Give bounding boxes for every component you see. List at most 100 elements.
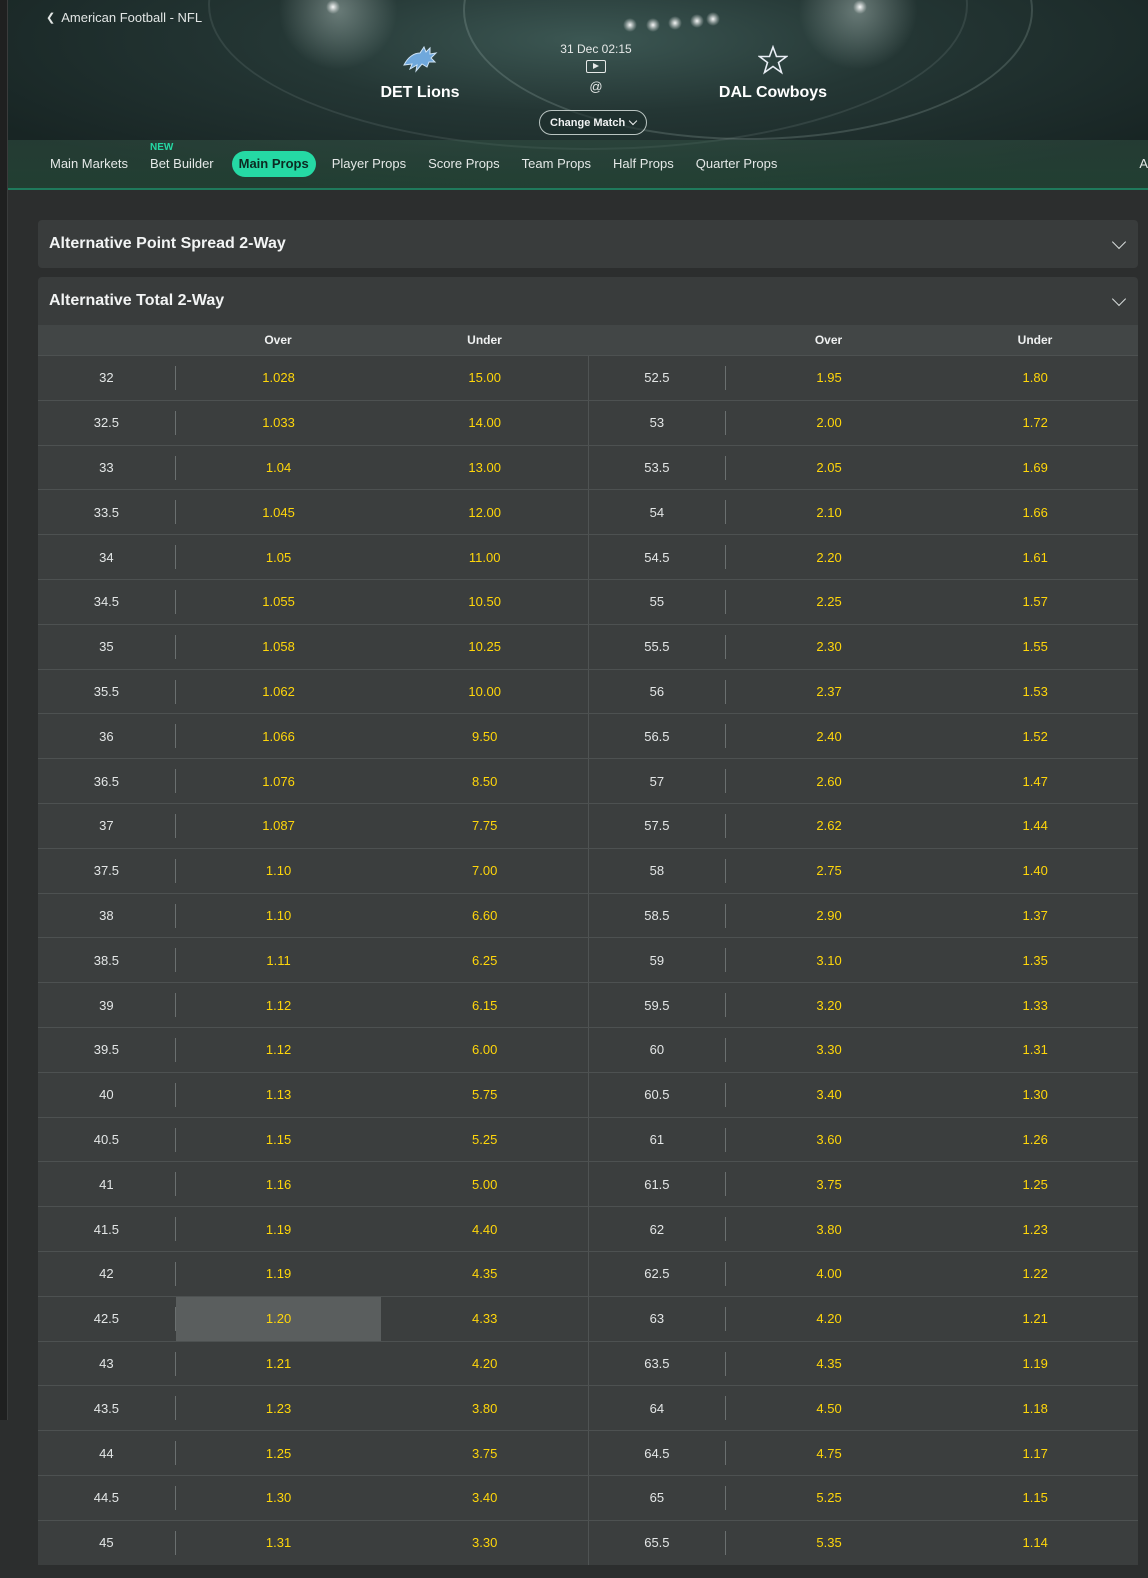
- over-odds[interactable]: 2.90: [816, 907, 842, 923]
- under-odds[interactable]: 4.35: [472, 1266, 498, 1282]
- under-odds[interactable]: 1.61: [1022, 549, 1048, 565]
- over-odds[interactable]: 1.10: [265, 907, 292, 923]
- under-odds[interactable]: 14.00: [468, 415, 501, 431]
- over-odds[interactable]: 1.033: [262, 415, 295, 431]
- change-match-button[interactable]: Change Match: [539, 110, 648, 135]
- under-odds[interactable]: 6.60: [472, 907, 498, 923]
- over-odds[interactable]: 1.066: [262, 728, 295, 744]
- under-odds[interactable]: 1.53: [1022, 683, 1048, 699]
- over-odds[interactable]: 1.30: [265, 1490, 292, 1506]
- tab-main-markets[interactable]: Main Markets: [40, 151, 138, 177]
- over-odds[interactable]: 5.25: [816, 1490, 842, 1506]
- tab-player-props[interactable]: Player Props: [322, 151, 416, 177]
- over-odds[interactable]: 1.20: [175, 1296, 382, 1341]
- over-odds[interactable]: 1.15: [265, 1131, 292, 1147]
- over-odds[interactable]: 1.95: [816, 370, 842, 386]
- breadcrumb[interactable]: ❮ American Football - NFL: [46, 10, 202, 25]
- under-odds[interactable]: 1.35: [1022, 952, 1048, 968]
- over-odds[interactable]: 1.12: [265, 1042, 292, 1058]
- under-odds[interactable]: 1.52: [1022, 728, 1048, 744]
- over-odds[interactable]: 2.60: [816, 773, 842, 789]
- over-odds[interactable]: 2.62: [816, 818, 842, 834]
- over-odds[interactable]: 2.05: [816, 459, 842, 475]
- over-odds[interactable]: 3.80: [816, 1221, 842, 1237]
- over-odds[interactable]: 2.25: [816, 594, 842, 610]
- tab-quarter-props[interactable]: Quarter Props: [686, 151, 788, 177]
- under-odds[interactable]: 1.23: [1022, 1221, 1048, 1237]
- under-odds[interactable]: 1.69: [1022, 459, 1048, 475]
- tab-bet-builder[interactable]: NEW Bet Builder: [140, 143, 224, 177]
- under-odds[interactable]: 12.00: [468, 504, 501, 520]
- under-odds[interactable]: 1.25: [1022, 1176, 1048, 1192]
- over-odds[interactable]: 1.19: [265, 1266, 292, 1282]
- over-odds[interactable]: 3.60: [816, 1131, 842, 1147]
- over-odds[interactable]: 4.20: [816, 1311, 842, 1327]
- under-odds[interactable]: 9.50: [472, 728, 498, 744]
- over-odds[interactable]: 2.37: [816, 683, 842, 699]
- under-odds[interactable]: 3.75: [472, 1445, 498, 1461]
- under-odds[interactable]: 5.75: [472, 1087, 498, 1103]
- under-odds[interactable]: 1.37: [1022, 907, 1048, 923]
- under-odds[interactable]: 11.00: [468, 549, 501, 565]
- under-odds[interactable]: 1.57: [1022, 594, 1048, 610]
- over-odds[interactable]: 1.04: [265, 459, 292, 475]
- under-odds[interactable]: 15.00: [468, 370, 501, 386]
- under-odds[interactable]: 6.15: [472, 997, 498, 1013]
- over-odds[interactable]: 4.75: [816, 1445, 842, 1461]
- under-odds[interactable]: 4.40: [472, 1221, 498, 1237]
- over-odds[interactable]: 3.75: [816, 1176, 842, 1192]
- over-odds[interactable]: 1.087: [262, 818, 295, 834]
- under-odds[interactable]: 4.33: [472, 1311, 498, 1327]
- over-odds[interactable]: 1.045: [262, 504, 295, 520]
- under-odds[interactable]: 1.22: [1022, 1266, 1048, 1282]
- alt-total-header[interactable]: Alternative Total 2-Way: [38, 277, 1138, 325]
- under-odds[interactable]: 5.25: [472, 1131, 498, 1147]
- over-odds[interactable]: 2.75: [816, 863, 842, 879]
- over-odds[interactable]: 3.20: [816, 997, 842, 1013]
- under-odds[interactable]: 1.17: [1022, 1445, 1048, 1461]
- over-odds[interactable]: 3.10: [816, 952, 842, 968]
- tab-team-props[interactable]: Team Props: [512, 151, 601, 177]
- under-odds[interactable]: 1.21: [1022, 1311, 1048, 1327]
- under-odds[interactable]: 1.44: [1022, 818, 1048, 834]
- over-odds[interactable]: 4.35: [816, 1355, 842, 1371]
- over-odds[interactable]: 1.076: [262, 773, 295, 789]
- under-odds[interactable]: 1.18: [1022, 1400, 1048, 1416]
- under-odds[interactable]: 4.20: [472, 1355, 498, 1371]
- under-odds[interactable]: 1.66: [1022, 504, 1048, 520]
- under-odds[interactable]: 10.25: [468, 639, 501, 655]
- over-odds[interactable]: 1.062: [262, 683, 295, 699]
- under-odds[interactable]: 1.55: [1022, 639, 1048, 655]
- over-odds[interactable]: 1.11: [266, 952, 291, 968]
- under-odds[interactable]: 10.00: [468, 683, 501, 699]
- over-odds[interactable]: 1.21: [265, 1355, 292, 1371]
- over-odds[interactable]: 2.00: [816, 415, 842, 431]
- under-odds[interactable]: 13.00: [468, 459, 501, 475]
- over-odds[interactable]: 1.19: [265, 1221, 292, 1237]
- under-odds[interactable]: 1.40: [1022, 863, 1048, 879]
- under-odds[interactable]: 1.72: [1022, 415, 1048, 431]
- over-odds[interactable]: 1.058: [262, 639, 295, 655]
- over-odds[interactable]: 5.35: [816, 1535, 842, 1551]
- under-odds[interactable]: 1.31: [1022, 1042, 1048, 1058]
- under-odds[interactable]: 1.15: [1022, 1490, 1048, 1506]
- under-odds[interactable]: 6.00: [472, 1042, 498, 1058]
- under-odds[interactable]: 1.30: [1022, 1087, 1048, 1103]
- under-odds[interactable]: 3.30: [472, 1535, 498, 1551]
- tab-half-props[interactable]: Half Props: [603, 151, 684, 177]
- tab-main-props[interactable]: Main Props: [231, 151, 316, 177]
- over-odds[interactable]: 1.31: [265, 1535, 292, 1551]
- under-odds[interactable]: 7.75: [472, 818, 498, 834]
- over-odds[interactable]: 1.16: [265, 1176, 292, 1192]
- under-odds[interactable]: 1.26: [1022, 1131, 1048, 1147]
- under-odds[interactable]: 5.00: [472, 1176, 498, 1192]
- under-odds[interactable]: 10.50: [468, 594, 501, 610]
- live-stream-icon[interactable]: [586, 60, 606, 73]
- under-odds[interactable]: 1.80: [1022, 370, 1048, 386]
- under-odds[interactable]: 1.33: [1022, 997, 1048, 1013]
- over-odds[interactable]: 2.10: [816, 504, 842, 520]
- over-odds[interactable]: 2.20: [816, 549, 842, 565]
- under-odds[interactable]: 3.80: [472, 1400, 498, 1416]
- over-odds[interactable]: 1.10: [265, 863, 292, 879]
- over-odds[interactable]: 2.40: [816, 728, 842, 744]
